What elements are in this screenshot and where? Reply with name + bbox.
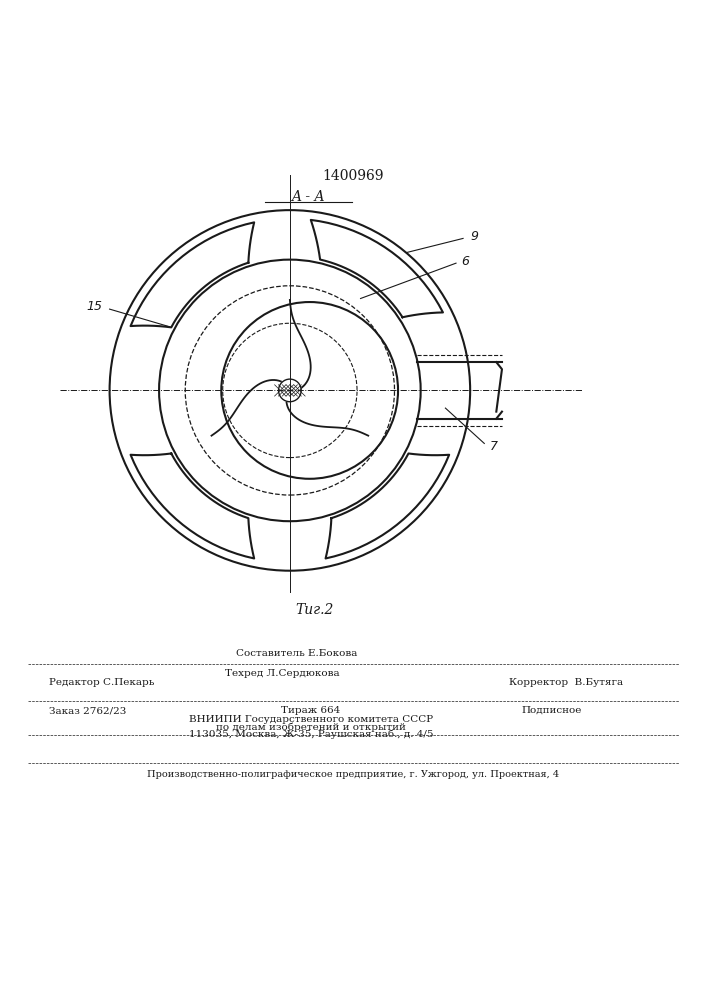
Text: Редактор С.Пекарь: Редактор С.Пекарь bbox=[49, 678, 155, 687]
Text: 1400969: 1400969 bbox=[323, 169, 384, 183]
Text: 7: 7 bbox=[490, 440, 498, 453]
Text: Заказ 2762/23: Заказ 2762/23 bbox=[49, 706, 127, 715]
Text: A - A: A - A bbox=[291, 190, 325, 204]
Text: ВНИИПИ Государственного комитета СССР: ВНИИПИ Государственного комитета СССР bbox=[189, 715, 433, 724]
Text: 113035, Москва, Ж-35, Раушская наб., д. 4/5: 113035, Москва, Ж-35, Раушская наб., д. … bbox=[189, 730, 433, 739]
Text: 9: 9 bbox=[470, 230, 478, 243]
Text: 6: 6 bbox=[462, 255, 469, 268]
Text: по делам изобретений и открытий: по делам изобретений и открытий bbox=[216, 722, 406, 732]
Text: Тираж 664: Тираж 664 bbox=[281, 706, 341, 715]
Text: Производственно-полиграфическое предприятие, г. Ужгород, ул. Проектная, 4: Производственно-полиграфическое предприя… bbox=[148, 770, 559, 779]
Text: Подписное: Подписное bbox=[521, 706, 582, 715]
Text: Τиг.2: Τиг.2 bbox=[296, 603, 334, 617]
Text: Корректор  В.Бутяга: Корректор В.Бутяга bbox=[508, 678, 623, 687]
Text: Составитель Е.Бокова: Составитель Е.Бокова bbox=[236, 649, 358, 658]
Text: Техред Л.Сердюкова: Техред Л.Сердюкова bbox=[226, 669, 340, 678]
Text: 15: 15 bbox=[86, 300, 103, 313]
